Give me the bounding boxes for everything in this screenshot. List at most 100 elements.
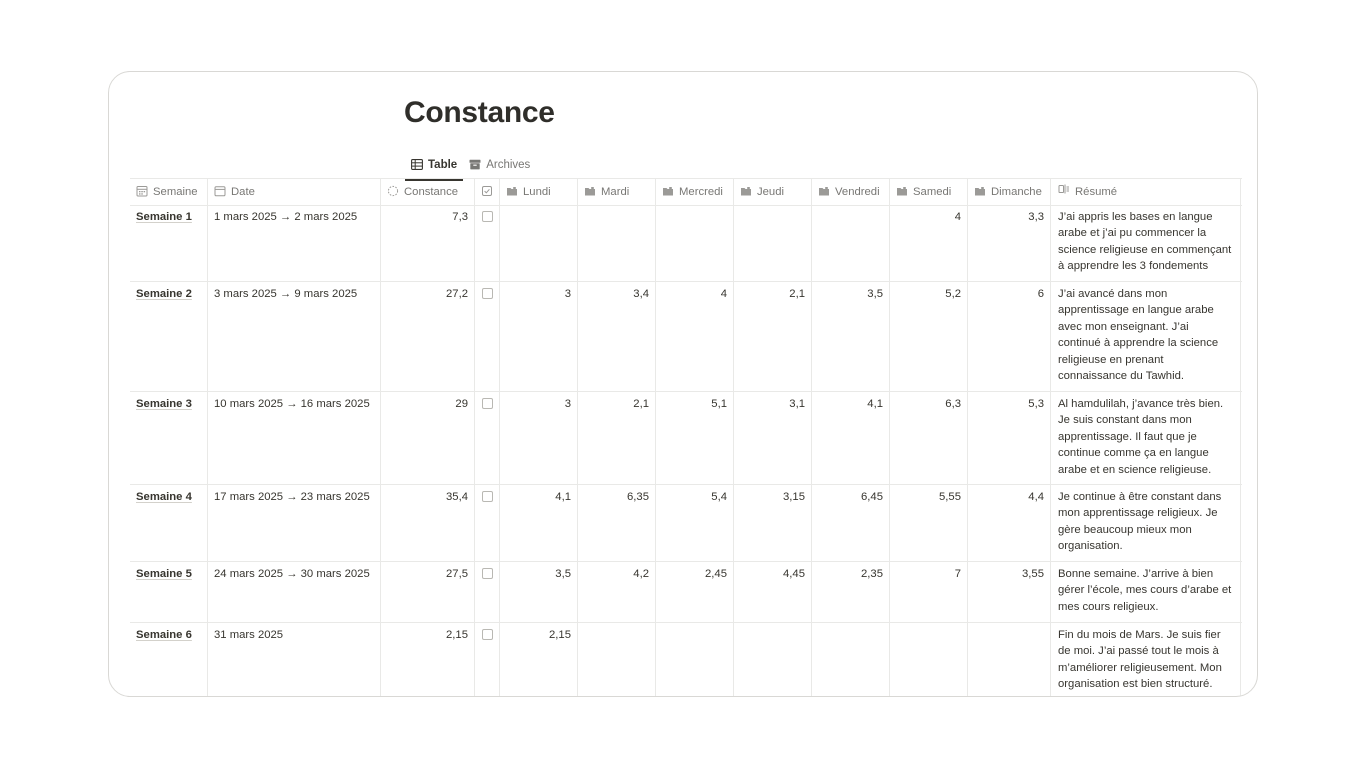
- jeudi-cell[interactable]: 3,1: [734, 392, 812, 484]
- checkbox[interactable]: [481, 398, 493, 409]
- table-row[interactable]: Semaine 6 31 mars 2025 2,15 2,15 Fin du mois…: [130, 623, 1242, 696]
- semaine-cell[interactable]: Semaine 6: [130, 623, 208, 696]
- mardi-cell[interactable]: 2,1: [578, 392, 656, 484]
- dimanche-cell[interactable]: 3,55: [968, 562, 1051, 622]
- dimanche-cell[interactable]: 6: [968, 282, 1051, 391]
- date-cell[interactable]: 10 mars 2025 → 16 mars 2025: [208, 392, 381, 484]
- samedi-cell[interactable]: [890, 623, 968, 696]
- checkbox-cell[interactable]: [475, 282, 500, 391]
- dimanche-cell[interactable]: 4,4: [968, 485, 1051, 561]
- date-cell[interactable]: 31 mars 2025: [208, 623, 381, 696]
- page-link[interactable]: Semaine 3: [136, 398, 192, 410]
- lundi-cell[interactable]: [500, 205, 578, 281]
- mercredi-cell[interactable]: [656, 205, 734, 281]
- column-header-resume[interactable]: Résumé: [1051, 179, 1241, 205]
- table-row[interactable]: Semaine 4 17 mars 2025 → 23 mars 2025 35,4…: [130, 485, 1242, 562]
- mercredi-cell[interactable]: [656, 623, 734, 696]
- jeudi-cell[interactable]: 4,45: [734, 562, 812, 622]
- date-cell[interactable]: 24 mars 2025 → 30 mars 2025: [208, 562, 381, 622]
- lundi-cell[interactable]: 3: [500, 392, 578, 484]
- lundi-cell[interactable]: 3,5: [500, 562, 578, 622]
- samedi-cell[interactable]: 6,3: [890, 392, 968, 484]
- column-header-checkbox[interactable]: [475, 179, 500, 205]
- column-header-samedi[interactable]: Samedi: [890, 179, 968, 205]
- resume-cell[interactable]: Al hamdulilah, j’avance très bien. Je su…: [1051, 392, 1241, 484]
- mardi-cell[interactable]: [578, 623, 656, 696]
- vendredi-cell[interactable]: 3,5: [812, 282, 890, 391]
- column-header-mardi[interactable]: Mardi: [578, 179, 656, 205]
- mardi-cell[interactable]: 4,2: [578, 562, 656, 622]
- mercredi-cell[interactable]: 4: [656, 282, 734, 391]
- mardi-cell[interactable]: 6,35: [578, 485, 656, 561]
- checkbox[interactable]: [481, 491, 493, 502]
- samedi-cell[interactable]: 5,2: [890, 282, 968, 391]
- checkbox[interactable]: [481, 629, 493, 640]
- jeudi-cell[interactable]: 2,1: [734, 282, 812, 391]
- checkbox-cell[interactable]: [475, 392, 500, 484]
- semaine-cell[interactable]: Semaine 4: [130, 485, 208, 561]
- date-cell[interactable]: 3 mars 2025 → 9 mars 2025: [208, 282, 381, 391]
- mercredi-cell[interactable]: 2,45: [656, 562, 734, 622]
- samedi-cell[interactable]: 4: [890, 205, 968, 281]
- lundi-cell[interactable]: 2,15: [500, 623, 578, 696]
- vendredi-cell[interactable]: [812, 623, 890, 696]
- date-cell[interactable]: 1 mars 2025 → 2 mars 2025: [208, 205, 381, 281]
- samedi-cell[interactable]: 7: [890, 562, 968, 622]
- resume-cell[interactable]: Bonne semaine. J’arrive à bien gérer l’é…: [1051, 562, 1241, 622]
- column-header-mercredi[interactable]: Mercredi: [656, 179, 734, 205]
- checkbox-cell[interactable]: [475, 205, 500, 281]
- checkbox[interactable]: [481, 288, 493, 299]
- tab-archives[interactable]: Archives: [463, 152, 536, 179]
- page-link[interactable]: Semaine 4: [136, 491, 192, 503]
- semaine-cell[interactable]: Semaine 3: [130, 392, 208, 484]
- jeudi-cell[interactable]: [734, 623, 812, 696]
- checkbox[interactable]: [481, 568, 493, 579]
- page-link[interactable]: Semaine 6: [136, 629, 192, 641]
- resume-cell[interactable]: J’ai avancé dans mon apprentissage en la…: [1051, 282, 1241, 391]
- table-row[interactable]: Semaine 5 24 mars 2025 → 30 mars 2025 27,5…: [130, 562, 1242, 623]
- vendredi-cell[interactable]: 2,35: [812, 562, 890, 622]
- checkbox-cell[interactable]: [475, 485, 500, 561]
- lundi-cell[interactable]: 3: [500, 282, 578, 391]
- column-header-dimanche[interactable]: Dimanche: [968, 179, 1051, 205]
- mercredi-cell[interactable]: 5,1: [656, 392, 734, 484]
- table-row[interactable]: Semaine 1 1 mars 2025 → 2 mars 2025 7,3 4 3,…: [130, 205, 1242, 282]
- lundi-cell[interactable]: 4,1: [500, 485, 578, 561]
- page-link[interactable]: Semaine 2: [136, 288, 192, 300]
- mercredi-cell[interactable]: 5,4: [656, 485, 734, 561]
- checkbox[interactable]: [481, 211, 493, 222]
- page-link[interactable]: Semaine 1: [136, 211, 192, 223]
- column-header-date[interactable]: Date: [208, 179, 381, 205]
- column-header-semaine[interactable]: Semaine: [130, 179, 208, 205]
- dimanche-cell[interactable]: [968, 623, 1051, 696]
- vendredi-cell[interactable]: 4,1: [812, 392, 890, 484]
- column-header-vendredi[interactable]: Vendredi: [812, 179, 890, 205]
- semaine-cell[interactable]: Semaine 2: [130, 282, 208, 391]
- dimanche-cell[interactable]: 3,3: [968, 205, 1051, 281]
- column-header-jeudi[interactable]: Jeudi: [734, 179, 812, 205]
- semaine-cell[interactable]: Semaine 5: [130, 562, 208, 622]
- date-cell[interactable]: 17 mars 2025 → 23 mars 2025: [208, 485, 381, 561]
- table-row[interactable]: Semaine 3 10 mars 2025 → 16 mars 2025 29 3 2…: [130, 392, 1242, 485]
- jeudi-cell[interactable]: [734, 205, 812, 281]
- column-header-constance[interactable]: Constance: [381, 179, 475, 205]
- constance-cell: 29: [381, 392, 475, 484]
- jeudi-cell[interactable]: 3,15: [734, 485, 812, 561]
- checkbox-cell[interactable]: [475, 562, 500, 622]
- resume-cell[interactable]: J’ai appris les bases en langue arabe et…: [1051, 205, 1241, 281]
- samedi-cell[interactable]: 5,55: [890, 485, 968, 561]
- page-link[interactable]: Semaine 5: [136, 568, 192, 580]
- mardi-cell[interactable]: 3,4: [578, 282, 656, 391]
- tab-table[interactable]: Table: [405, 152, 464, 181]
- resume-cell[interactable]: Fin du mois de Mars. Je suis fier de moi…: [1051, 623, 1241, 696]
- vendredi-cell[interactable]: [812, 205, 890, 281]
- dimanche-cell[interactable]: 5,3: [968, 392, 1051, 484]
- mardi-cell[interactable]: [578, 205, 656, 281]
- semaine-cell[interactable]: Semaine 1: [130, 205, 208, 281]
- checkbox-cell[interactable]: [475, 623, 500, 696]
- vendredi-cell[interactable]: 6,45: [812, 485, 890, 561]
- resume-cell[interactable]: Je continue à être constant dans mon app…: [1051, 485, 1241, 561]
- column-header-lundi[interactable]: Lundi: [500, 179, 578, 205]
- view-tabs: Table Archives: [405, 152, 536, 181]
